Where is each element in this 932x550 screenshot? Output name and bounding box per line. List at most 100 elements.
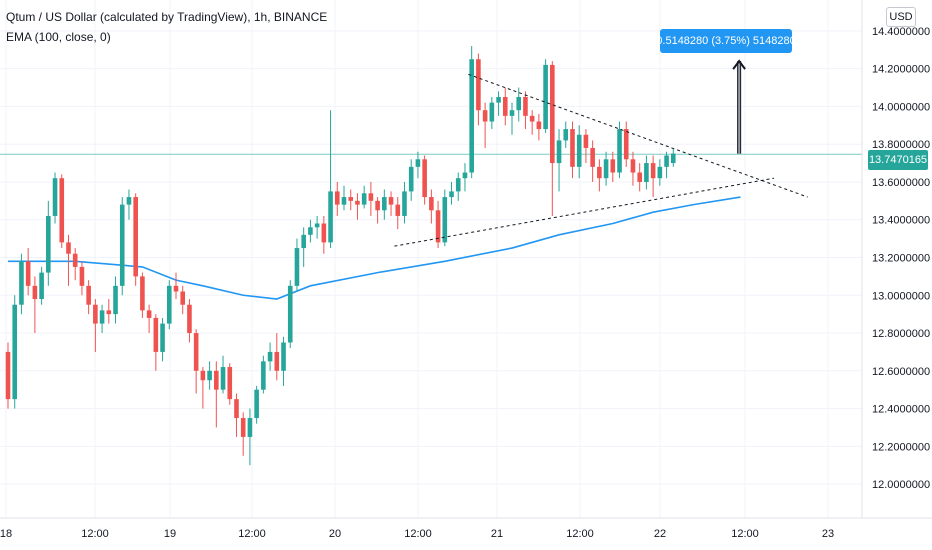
- candle-body: [119, 204, 125, 286]
- candle: [166, 280, 172, 330]
- candle-body: [334, 191, 340, 205]
- candle-body: [610, 159, 616, 173]
- candle-body: [408, 166, 414, 192]
- candle: [126, 189, 132, 220]
- candle-body: [261, 361, 266, 390]
- candle-body: [79, 266, 85, 286]
- candle: [402, 181, 407, 224]
- currency-button[interactable]: USD: [886, 7, 916, 27]
- price-axis[interactable]: 14.4000000 14.2000000 14.0000000 13.8000000…: [861, 0, 932, 550]
- candle: [106, 299, 112, 324]
- candle-body: [576, 134, 582, 167]
- candle: [328, 110, 333, 249]
- candle-body: [462, 172, 468, 179]
- candle-body: [321, 223, 327, 243]
- candle: [509, 102, 515, 135]
- candle: [5, 342, 11, 409]
- y-tick-label: 12.6000000: [872, 366, 930, 378]
- candle-body: [99, 310, 105, 324]
- candle: [99, 304, 105, 334]
- candle-body: [395, 204, 401, 216]
- candle: [113, 276, 118, 324]
- candle-body: [240, 418, 246, 437]
- candle-body: [66, 242, 71, 254]
- candle: [375, 197, 380, 224]
- candle-body: [489, 102, 495, 122]
- candle: [536, 113, 542, 141]
- candle-body: [502, 96, 508, 116]
- candle-body: [328, 191, 333, 243]
- symbol-legend: Qtum / US Dollar (calculated by TradingV…: [6, 10, 328, 24]
- candle-body: [39, 272, 44, 300]
- candle: [334, 181, 340, 216]
- candle: [368, 181, 374, 216]
- candle: [25, 248, 31, 296]
- candle: [261, 355, 266, 394]
- candle-body: [664, 155, 669, 167]
- candle: [227, 363, 233, 405]
- candle-body: [563, 129, 569, 141]
- candle: [462, 163, 468, 192]
- candle-body: [375, 200, 380, 211]
- candle-body: [435, 210, 441, 243]
- candle-body: [355, 200, 360, 205]
- candle: [119, 197, 125, 296]
- x-tick-label: 12:00: [731, 528, 759, 540]
- candle: [146, 304, 152, 334]
- y-tick-label: 12.8000000: [872, 328, 930, 340]
- candle: [79, 261, 85, 296]
- candle-body: [274, 351, 280, 371]
- candle: [281, 336, 286, 386]
- candle-body: [476, 59, 481, 111]
- y-tick-label: 13.8000000: [872, 139, 930, 151]
- candle-body: [140, 276, 145, 311]
- candle: [382, 189, 387, 220]
- trendline[interactable]: [394, 177, 775, 247]
- candle: [570, 121, 575, 179]
- candle-body: [166, 285, 172, 324]
- y-tick-label: 13.4000000: [872, 215, 930, 227]
- candle: [287, 280, 293, 349]
- candle: [455, 172, 461, 201]
- candle: [355, 193, 360, 220]
- candle-body: [509, 110, 515, 116]
- candle: [556, 129, 562, 192]
- candle-body: [543, 64, 548, 130]
- candle: [173, 272, 179, 300]
- candle: [482, 102, 488, 148]
- candle: [12, 295, 18, 409]
- candle: [66, 234, 71, 286]
- candle: [623, 121, 629, 167]
- candle: [435, 200, 441, 249]
- candle-body: [126, 197, 132, 205]
- candle: [193, 329, 199, 394]
- candle: [597, 159, 602, 192]
- candle: [180, 285, 186, 315]
- candle-body: [348, 197, 354, 201]
- candle: [617, 121, 622, 179]
- trendline[interactable]: [468, 73, 808, 198]
- candle-body: [482, 110, 488, 122]
- candle: [603, 151, 609, 186]
- candle: [476, 53, 481, 126]
- candle-body: [382, 197, 387, 211]
- y-tick-label: 14.2000000: [872, 64, 930, 76]
- candle: [590, 140, 595, 182]
- time-axis[interactable]: 18 12:00 19 12:00 20 12:00 21 12:00 22 12:00 23: [0, 517, 932, 540]
- candle-body: [173, 285, 179, 292]
- candle: [529, 110, 535, 135]
- measure-label: 0.5148280 (3.75%) 5148280: [656, 29, 796, 53]
- candle-body: [597, 166, 602, 179]
- candle-body: [301, 234, 306, 249]
- candle: [321, 215, 327, 254]
- candle-body: [368, 193, 374, 201]
- ema-legend: EMA (100, close, 0): [6, 30, 111, 44]
- candle: [516, 87, 522, 122]
- y-tick-label: 14.0000000: [872, 101, 930, 113]
- candle: [583, 129, 589, 164]
- candle-body: [422, 159, 427, 198]
- candle: [294, 238, 300, 292]
- candle: [664, 151, 669, 179]
- candle: [563, 121, 569, 148]
